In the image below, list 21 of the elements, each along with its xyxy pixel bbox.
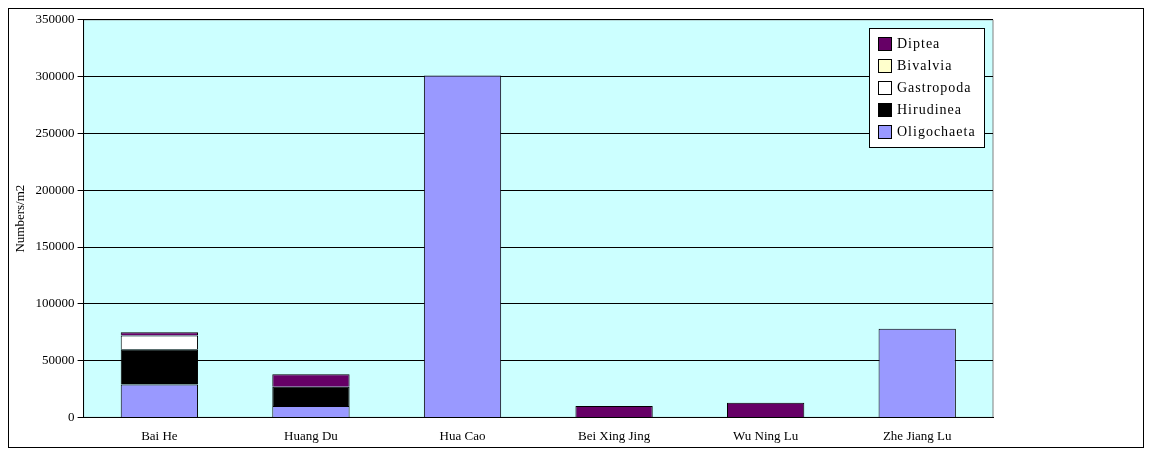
x-tick-label: Wu Ning Lu [733, 427, 799, 443]
y-axis-title: Numbers/m2 [12, 184, 28, 253]
x-tick-label: Zhe Jiang Lu [882, 427, 953, 443]
y-tick-label: 250000 [35, 124, 75, 140]
x-tick-label: Huang Du [284, 427, 339, 443]
y-tick-label: 150000 [35, 238, 75, 254]
y-tick-label: 350000 [35, 11, 75, 27]
x-tick-label: Bei Xing Jing [577, 427, 651, 443]
y-tick-label: 50000 [42, 352, 75, 368]
y-tick-label: 100000 [35, 295, 75, 311]
y-tick-label: 200000 [35, 181, 75, 197]
y-tick-label: 0 [68, 408, 75, 424]
x-tick-label: Hua Cao [439, 427, 486, 443]
legend-label: Gastropoda [897, 79, 972, 96]
legend-label: Oligochaeta [897, 123, 976, 140]
legend-label: Bivalvia [897, 57, 953, 74]
x-tick-label: Bai He [141, 427, 178, 443]
legend-label: Hirudinea [897, 101, 962, 118]
y-tick-label: 300000 [35, 68, 75, 84]
legend-label: Diptea [897, 35, 941, 52]
bar [272, 386, 350, 407]
